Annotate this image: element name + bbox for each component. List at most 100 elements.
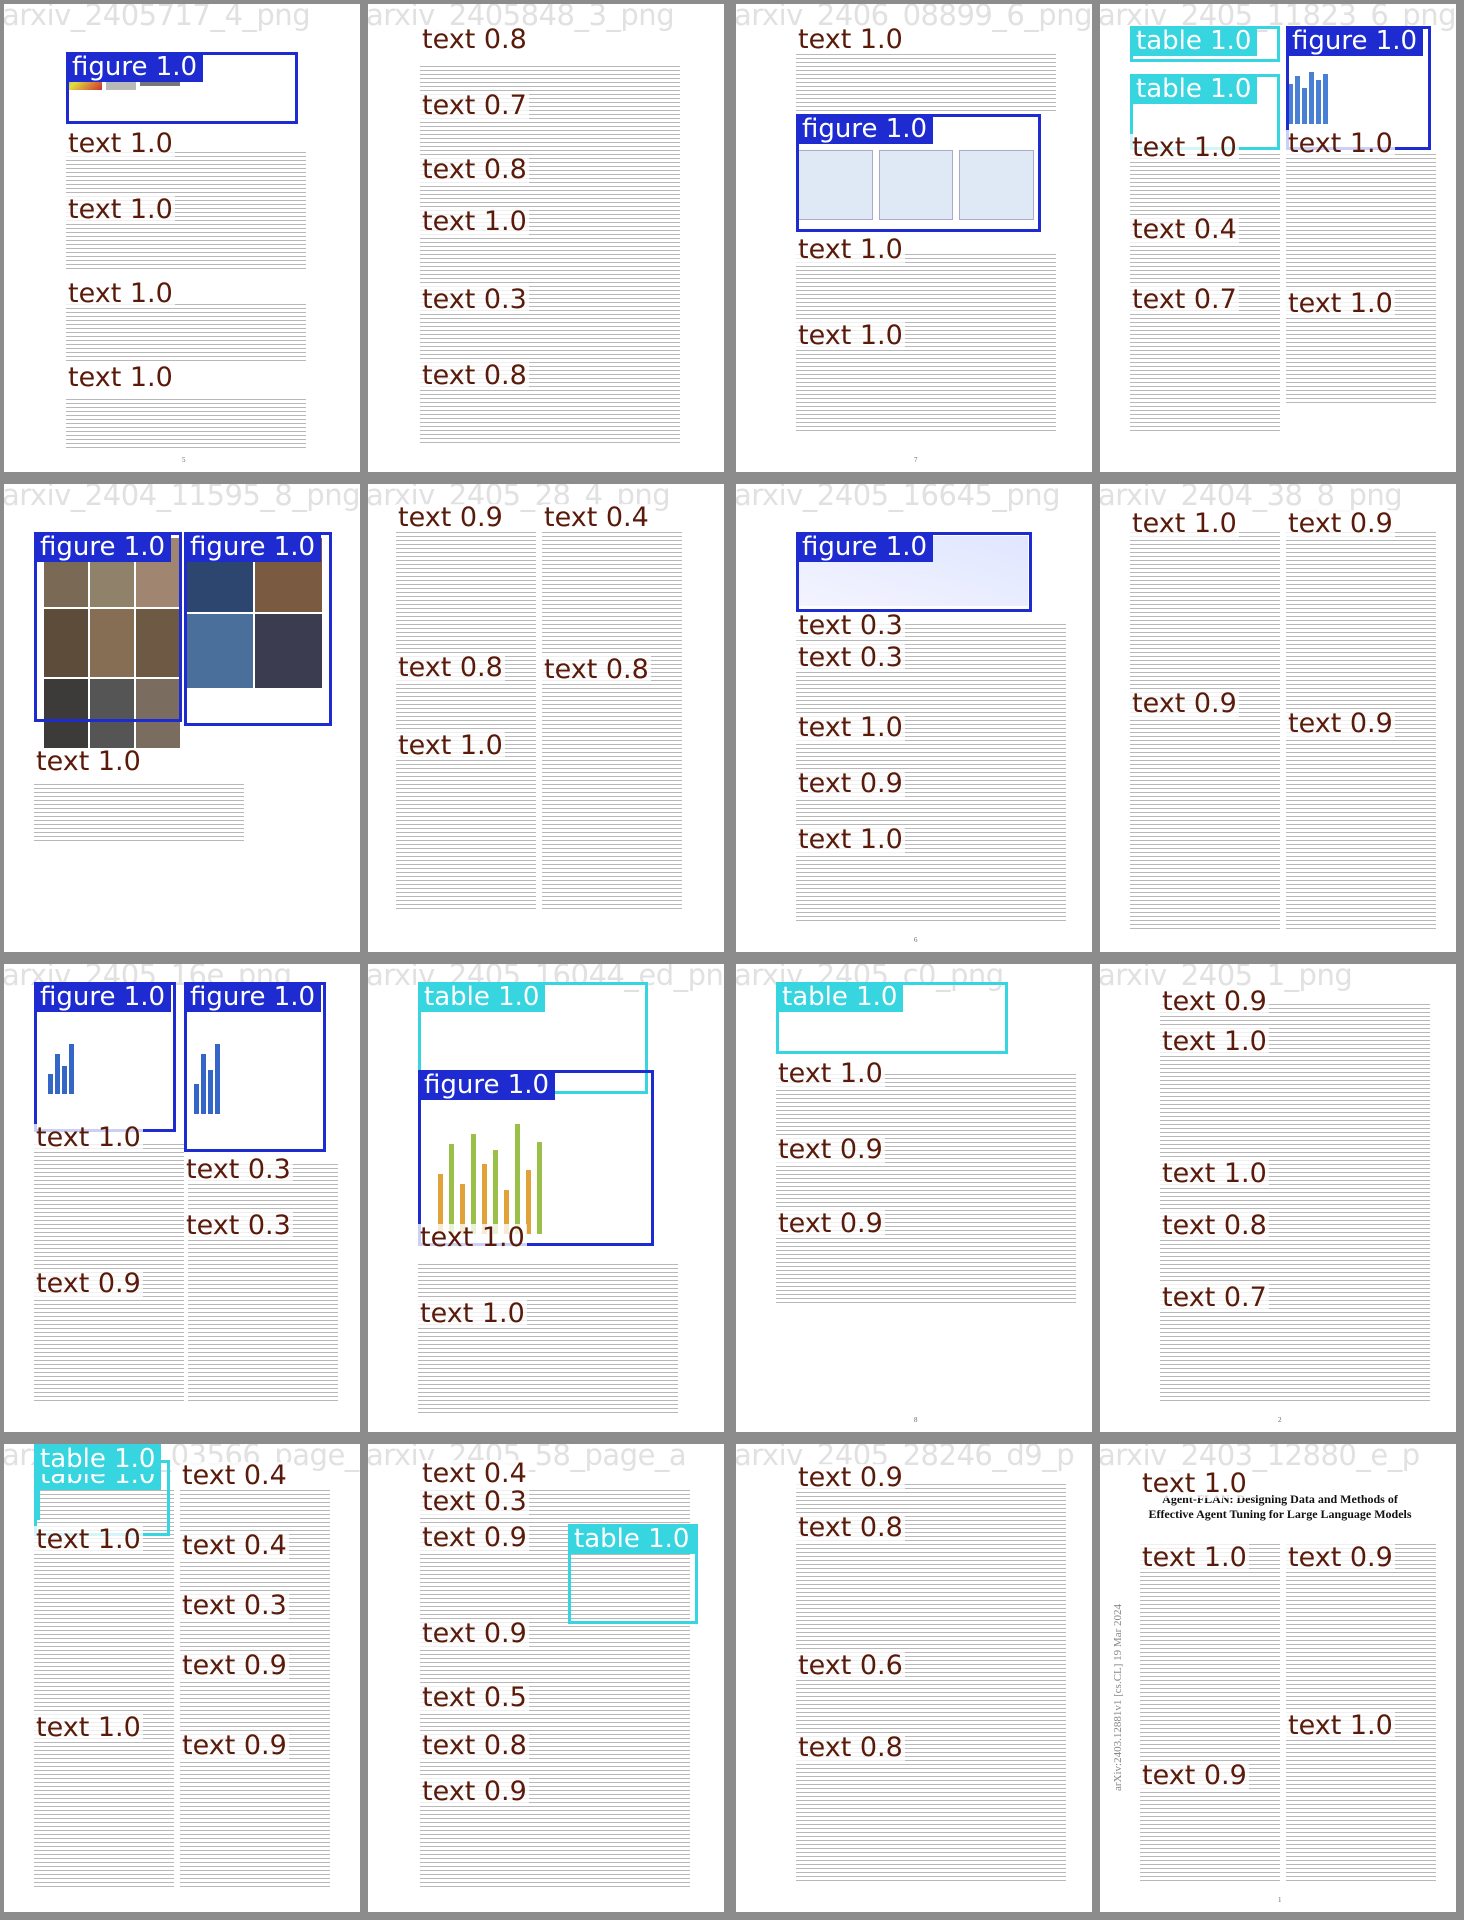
figure-detection-box[interactable]: figure 1.0: [184, 532, 332, 726]
text-detection-label[interactable]: text 0.9: [34, 1268, 143, 1299]
page-thumbnail-7[interactable]: arxiv_2405_16645_png figure 1.0 text 0.3…: [736, 484, 1092, 952]
text-detection-label[interactable]: text 0.9: [1286, 508, 1395, 539]
page-thumbnail-2[interactable]: arxiv_2405848_3_png text 0.8 text 0.7 te…: [368, 4, 724, 472]
page-thumbnail-1[interactable]: arxiv_2405717_4_png figure 1.0 text 1.0 …: [4, 4, 360, 472]
text-detection-label[interactable]: text 0.9: [420, 1618, 529, 1649]
text-detection-label[interactable]: text 1.0: [1130, 132, 1239, 163]
text-detection-label[interactable]: text 0.9: [1130, 688, 1239, 719]
table-detection-box[interactable]: table 1.0: [418, 982, 648, 1094]
text-detection-label[interactable]: text 0.6: [796, 1650, 905, 1681]
text-detection-label[interactable]: text 0.8: [796, 1512, 905, 1543]
text-detection-label[interactable]: text 0.8: [420, 154, 529, 185]
table-detection-box[interactable]: table 1.0: [1130, 26, 1280, 62]
page-thumbnail-4[interactable]: arxiv_2405_11823_6_png table 1.0 table 1…: [1100, 4, 1456, 472]
page-thumbnail-8[interactable]: arxiv_2404_38_8_png text 1.0 text 0.9 te…: [1100, 484, 1456, 952]
text-detection-label[interactable]: text 1.0: [1130, 508, 1239, 539]
text-detection-label[interactable]: text 0.9: [396, 502, 505, 533]
page-thumbnail-14[interactable]: arxiv_2405_58_page_a table 1.0 text 0.4 …: [368, 1444, 724, 1912]
text-detection-label[interactable]: text 0.3: [420, 284, 529, 315]
text-detection-label[interactable]: text 0.9: [796, 1462, 905, 1493]
figure-detection-box[interactable]: figure 1.0: [1286, 26, 1431, 150]
figure-detection-box[interactable]: figure 1.0: [184, 982, 326, 1152]
text-detection-label[interactable]: text 1.0: [796, 24, 905, 55]
text-detection-label[interactable]: text 0.4: [1130, 214, 1239, 245]
text-detection-label[interactable]: text 0.8: [420, 24, 529, 55]
text-detection-label[interactable]: text 1.0: [66, 128, 175, 159]
figure-detection-box[interactable]: figure 1.0: [418, 1070, 654, 1246]
text-detection-label[interactable]: text 0.3: [184, 1210, 293, 1241]
text-detection-label[interactable]: text 0.9: [180, 1730, 289, 1761]
text-detection-label[interactable]: text 1.0: [776, 1058, 885, 1089]
text-detection-label[interactable]: text 1.0: [796, 234, 905, 265]
text-detection-label[interactable]: text 0.9: [796, 768, 905, 799]
page-thumbnail-5[interactable]: arxiv_2404_11595_8_png figure 1.0 figure…: [4, 484, 360, 952]
page-thumbnail-10[interactable]: arxiv_2405_16044_ed_png table 1.0 figure…: [368, 964, 724, 1432]
text-detection-label[interactable]: text 0.4: [420, 1458, 529, 1489]
page-thumbnail-3[interactable]: arxiv_2406_08899_6_png figure 1.0 text 1…: [736, 4, 1092, 472]
text-detection-label[interactable]: text 1.0: [1160, 1026, 1269, 1057]
text-detection-label[interactable]: text 1.0: [34, 1712, 143, 1743]
figure-detection-box[interactable]: figure 1.0: [796, 114, 1041, 232]
text-detection-label[interactable]: text 0.9: [1160, 986, 1269, 1017]
text-detection-label[interactable]: text 0.5: [420, 1682, 529, 1713]
figure-detection-box[interactable]: figure 1.0: [34, 982, 176, 1132]
text-detection-label[interactable]: text 1.0: [1286, 288, 1395, 319]
page-thumbnail-15[interactable]: arxiv_2405_28246_d9_p text 0.9 text 0.8 …: [736, 1444, 1092, 1912]
text-detection-label[interactable]: text 0.9: [776, 1134, 885, 1165]
table-detection-box[interactable]: table 1.0: [34, 1444, 162, 1520]
figure-detection-box[interactable]: figure 1.0: [34, 532, 182, 722]
page-thumbnail-6[interactable]: arxiv_2405_28_4_png text 0.9 text 0.4 te…: [368, 484, 724, 952]
text-detection-label[interactable]: text 1.0: [66, 278, 175, 309]
text-detection-label[interactable]: text 0.9: [420, 1522, 529, 1553]
table-detection-box[interactable]: table 1.0: [568, 1524, 698, 1624]
text-detection-label[interactable]: text 1.0: [796, 712, 905, 743]
text-detection-label[interactable]: text 1.0: [34, 1524, 143, 1555]
text-detection-label[interactable]: text 1.0: [66, 194, 175, 225]
page-thumbnail-13[interactable]: arxiv_2401_03566_page_a table 1.0 table …: [4, 1444, 360, 1912]
text-detection-label[interactable]: text 0.4: [180, 1530, 289, 1561]
text-detection-label[interactable]: text 1.0: [1160, 1158, 1269, 1189]
text-detection-label[interactable]: text 0.9: [1286, 708, 1395, 739]
text-detection-label[interactable]: text 1.0: [418, 1222, 527, 1253]
text-detection-label[interactable]: text 1.0: [1286, 128, 1395, 159]
text-detection-label[interactable]: text 1.0: [1140, 1468, 1249, 1499]
text-detection-label[interactable]: text 1.0: [1286, 1710, 1395, 1741]
text-detection-label[interactable]: text 0.9: [1286, 1542, 1395, 1573]
table-detection-box[interactable]: table 1.0: [1130, 74, 1280, 150]
text-detection-label[interactable]: text 0.7: [1160, 1282, 1269, 1313]
table-detection-box[interactable]: table 1.0: [776, 982, 1008, 1054]
page-thumbnail-12[interactable]: arxiv_2405_1_png text 0.9 text 1.0 text …: [1100, 964, 1456, 1432]
text-detection-label[interactable]: text 0.4: [180, 1460, 289, 1491]
page-thumbnail-16[interactable]: arxiv_2403_12880_e_p arXiv:2403.12881v1 …: [1100, 1444, 1456, 1912]
text-detection-label[interactable]: text 1.0: [34, 746, 143, 777]
text-detection-label[interactable]: text 1.0: [420, 206, 529, 237]
text-detection-label[interactable]: text 0.4: [542, 502, 651, 533]
text-detection-label[interactable]: text 0.8: [796, 1732, 905, 1763]
text-detection-label[interactable]: text 0.8: [542, 654, 651, 685]
text-detection-label[interactable]: text 0.3: [184, 1154, 293, 1185]
text-detection-label[interactable]: text 1.0: [1140, 1542, 1249, 1573]
text-detection-label[interactable]: text 0.9: [420, 1776, 529, 1807]
text-detection-label[interactable]: text 1.0: [418, 1298, 527, 1329]
text-detection-label[interactable]: text 0.9: [1140, 1760, 1249, 1791]
text-detection-label[interactable]: text 1.0: [34, 1122, 143, 1153]
page-thumbnail-9[interactable]: arxiv_2405_16e_png figure 1.0 figure 1.0…: [4, 964, 360, 1432]
text-detection-label[interactable]: text 1.0: [66, 362, 175, 393]
text-detection-label[interactable]: text 0.8: [420, 360, 529, 391]
text-detection-label[interactable]: text 0.7: [420, 90, 529, 121]
text-detection-label[interactable]: text 1.0: [796, 824, 905, 855]
text-detection-label[interactable]: text 0.3: [796, 642, 905, 673]
text-detection-label[interactable]: text 1.0: [396, 730, 505, 761]
figure-detection-box[interactable]: figure 1.0: [66, 52, 298, 124]
figure-detection-box[interactable]: figure 1.0: [796, 532, 1032, 612]
text-detection-label[interactable]: text 1.0: [796, 320, 905, 351]
text-detection-label[interactable]: text 0.3: [180, 1590, 289, 1621]
text-detection-label[interactable]: text 0.8: [1160, 1210, 1269, 1241]
text-detection-label[interactable]: text 0.8: [396, 652, 505, 683]
text-detection-label[interactable]: text 0.3: [420, 1486, 529, 1517]
text-detection-label[interactable]: text 0.8: [420, 1730, 529, 1761]
text-detection-label[interactable]: text 0.9: [180, 1650, 289, 1681]
page-thumbnail-11[interactable]: arxiv_2405_c0_png table 1.0 text 1.0 tex…: [736, 964, 1092, 1432]
text-detection-label[interactable]: text 0.7: [1130, 284, 1239, 315]
text-detection-label[interactable]: text 0.9: [776, 1208, 885, 1239]
